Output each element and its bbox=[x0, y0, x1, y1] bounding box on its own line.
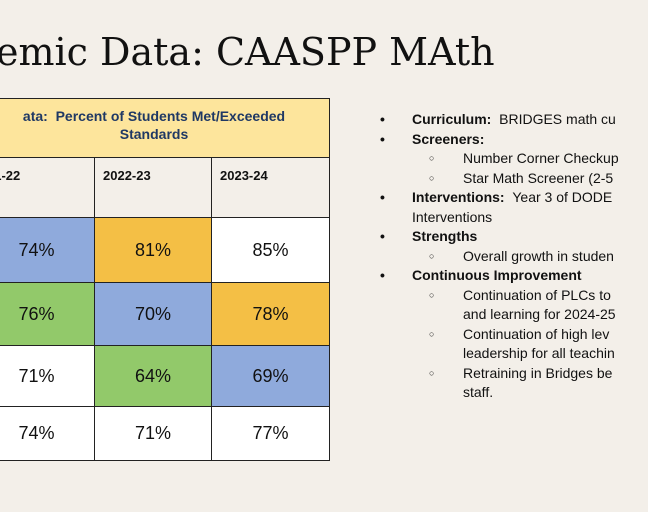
bullet-label: Screeners: bbox=[412, 130, 485, 147]
sub-bullet: Retraining in Bridges be staff. bbox=[380, 364, 619, 403]
bullet-label: Curriculum: bbox=[412, 111, 492, 127]
bullet-label: Continuous Improvement bbox=[412, 267, 582, 283]
table-cell: 77% bbox=[212, 407, 330, 461]
table-cell: 76% bbox=[0, 283, 95, 346]
bullet-text: Year 3 of DODE bbox=[512, 189, 613, 205]
bullet-label: Strengths bbox=[412, 228, 478, 244]
table-header: ata: Percent of Students Met/Exceeded St… bbox=[0, 98, 330, 158]
bullet-item: Curriculum: BRIDGES math cu bbox=[380, 110, 619, 130]
table-row: 76% 70% 78% bbox=[0, 283, 330, 346]
bullet-item: Strengths bbox=[380, 227, 619, 247]
sub-bullet: Star Math Screener (2-5 bbox=[380, 169, 619, 189]
column-header: 2023-24 bbox=[212, 158, 330, 218]
table-cell: 81% bbox=[95, 218, 212, 283]
sub-bullet-text: Star Math Screener (2-5 bbox=[463, 169, 614, 186]
table-row: 74% 71% 77% bbox=[0, 407, 330, 461]
bullet-text: Interventions bbox=[412, 208, 493, 225]
sub-bullet-text: Continuation of high lev bbox=[463, 325, 610, 342]
sub-bullet-text: and learning for 2024-25 bbox=[463, 306, 616, 322]
sub-bullet-text: Number Corner Checkup bbox=[463, 150, 619, 166]
sub-bullet-text: staff. bbox=[463, 384, 494, 400]
sub-bullet: Number Corner Checkup bbox=[380, 149, 619, 169]
table-cell: 71% bbox=[95, 407, 212, 461]
bullet-item: Continuous Improvement bbox=[380, 266, 619, 286]
bullet-list: Curriculum: BRIDGES math cuScreeners:Num… bbox=[380, 110, 619, 403]
table-cell: 78% bbox=[212, 283, 330, 346]
table-cell: 70% bbox=[95, 283, 212, 346]
sub-bullet: Overall growth in studen bbox=[380, 247, 619, 267]
table-row: 74% 81% 85% bbox=[0, 218, 330, 283]
bullet-label: Interventions: bbox=[412, 189, 505, 205]
table-cell: 74% bbox=[0, 218, 95, 283]
table-row: 71% 64% 69% bbox=[0, 346, 330, 407]
bullet-item: Interventions: Year 3 of DODE Interventio… bbox=[380, 188, 619, 227]
column-header: 2022-23 bbox=[95, 158, 212, 218]
data-table: ata: Percent of Students Met/Exceeded St… bbox=[0, 98, 330, 461]
sub-bullet-text: Overall growth in studen bbox=[463, 247, 614, 264]
bullet-text: BRIDGES math cu bbox=[499, 111, 616, 127]
sub-bullet-text: Continuation of PLCs to bbox=[463, 286, 611, 303]
sub-bullet: Continuation of PLCs to and learning for … bbox=[380, 286, 619, 325]
sub-bullet-text: leadership for all teachin bbox=[463, 345, 615, 361]
sub-bullet-text: Retraining in Bridges be bbox=[463, 364, 613, 381]
slide-title: emic Data: CAASPP MAth bbox=[0, 30, 495, 74]
table-cell: 85% bbox=[212, 218, 330, 283]
table-cell: 69% bbox=[212, 346, 330, 407]
column-header: 21-22 bbox=[0, 158, 95, 218]
sub-bullet: Continuation of high lev leadership for a… bbox=[380, 325, 619, 364]
table-cell: 71% bbox=[0, 346, 95, 407]
table-cell: 64% bbox=[95, 346, 212, 407]
table-cell: 74% bbox=[0, 407, 95, 461]
bullet-item: Screeners: bbox=[380, 130, 619, 150]
